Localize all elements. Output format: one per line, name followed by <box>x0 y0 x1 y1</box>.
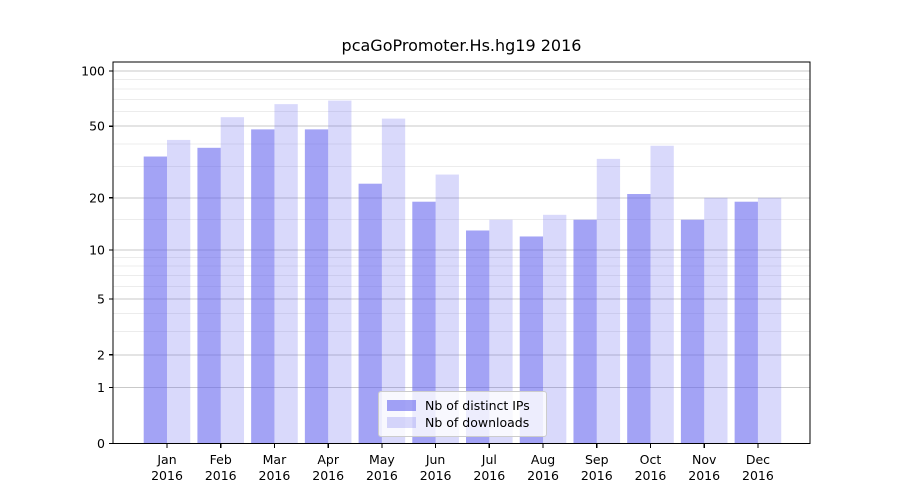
y-tick-label: 0 <box>97 436 105 451</box>
x-tick-label-month: Dec <box>746 452 770 467</box>
x-tick-label-year: 2016 <box>151 468 183 483</box>
bar-feb-downloads <box>220 117 245 444</box>
legend-label-downloads: Nb of downloads <box>425 415 530 431</box>
bar-nov-distinct-ips <box>680 219 705 444</box>
bar-may-distinct-ips <box>358 183 382 444</box>
x-tick-label-year: 2016 <box>366 468 398 483</box>
bar-apr-downloads <box>328 100 352 444</box>
x-tick-label-year: 2016 <box>259 468 291 483</box>
y-tick-label: 50 <box>89 119 105 134</box>
bar-jun-distinct-ips <box>412 201 436 444</box>
chart-title: pcaGoPromoter.Hs.hg19 2016 <box>341 36 582 55</box>
x-tick-label-month: Apr <box>317 452 339 467</box>
bar-aug-downloads <box>543 214 567 444</box>
bar-dec-distinct-ips <box>734 201 758 444</box>
bar-sep-downloads <box>596 158 621 444</box>
x-tick-label-year: 2016 <box>635 468 667 483</box>
x-tick-label-year: 2016 <box>205 468 237 483</box>
bar-jul-downloads <box>489 219 513 444</box>
x-tick-label-year: 2016 <box>742 468 774 483</box>
y-tick-label: 1 <box>97 380 105 395</box>
legend-entry-downloads: Nb of downloads <box>387 415 538 430</box>
bar-dec-downloads <box>757 197 782 444</box>
x-tick-label-month: Feb <box>210 452 232 467</box>
x-tick-label-month: Oct <box>640 452 662 467</box>
bar-mar-downloads <box>274 104 298 444</box>
legend-entry-distinct-ips: Nb of distinct IPs <box>387 398 538 413</box>
bar-oct-distinct-ips <box>627 194 651 444</box>
legend-swatch-downloads <box>387 417 416 429</box>
y-tick-label: 100 <box>81 64 105 79</box>
bar-apr-distinct-ips <box>304 129 329 444</box>
bar-jul-distinct-ips <box>466 230 490 444</box>
x-tick-label-month: May <box>369 452 395 467</box>
x-tick-label-year: 2016 <box>473 468 505 483</box>
legend-swatch-distinct-ips <box>387 399 416 411</box>
bar-jan-downloads <box>167 139 191 444</box>
x-tick-label-month: Nov <box>692 452 717 467</box>
y-tick-label: 2 <box>97 347 105 362</box>
bar-nov-downloads <box>704 197 728 444</box>
bar-jun-downloads <box>435 174 459 444</box>
x-tick-label-month: Jun <box>425 452 446 467</box>
x-tick-label-month: Jan <box>156 452 176 467</box>
y-tick-label: 5 <box>97 291 105 306</box>
x-tick-label-month: Jul <box>481 452 497 467</box>
bar-may-downloads <box>381 118 406 444</box>
y-tick-label: 20 <box>89 190 105 205</box>
x-tick-label-year: 2016 <box>688 468 720 483</box>
bar-oct-downloads <box>650 145 674 444</box>
bar-sep-distinct-ips <box>573 219 597 444</box>
x-tick-label-year: 2016 <box>581 468 613 483</box>
x-tick-label-month: Sep <box>585 452 609 467</box>
bar-jan-distinct-ips <box>143 156 167 444</box>
bar-feb-distinct-ips <box>197 147 221 444</box>
x-tick-label-year: 2016 <box>420 468 452 483</box>
x-tick-label-year: 2016 <box>312 468 344 483</box>
x-tick-label-year: 2016 <box>527 468 559 483</box>
y-tick-label: 10 <box>89 242 105 257</box>
x-tick-label-month: Aug <box>531 452 555 467</box>
legend: Nb of distinct IPs Nb of downloads <box>378 391 547 437</box>
bar-mar-distinct-ips <box>251 129 275 444</box>
x-tick-label-month: Mar <box>263 452 287 467</box>
legend-label-distinct-ips: Nb of distinct IPs <box>425 397 530 413</box>
axes-frame <box>112 61 811 445</box>
